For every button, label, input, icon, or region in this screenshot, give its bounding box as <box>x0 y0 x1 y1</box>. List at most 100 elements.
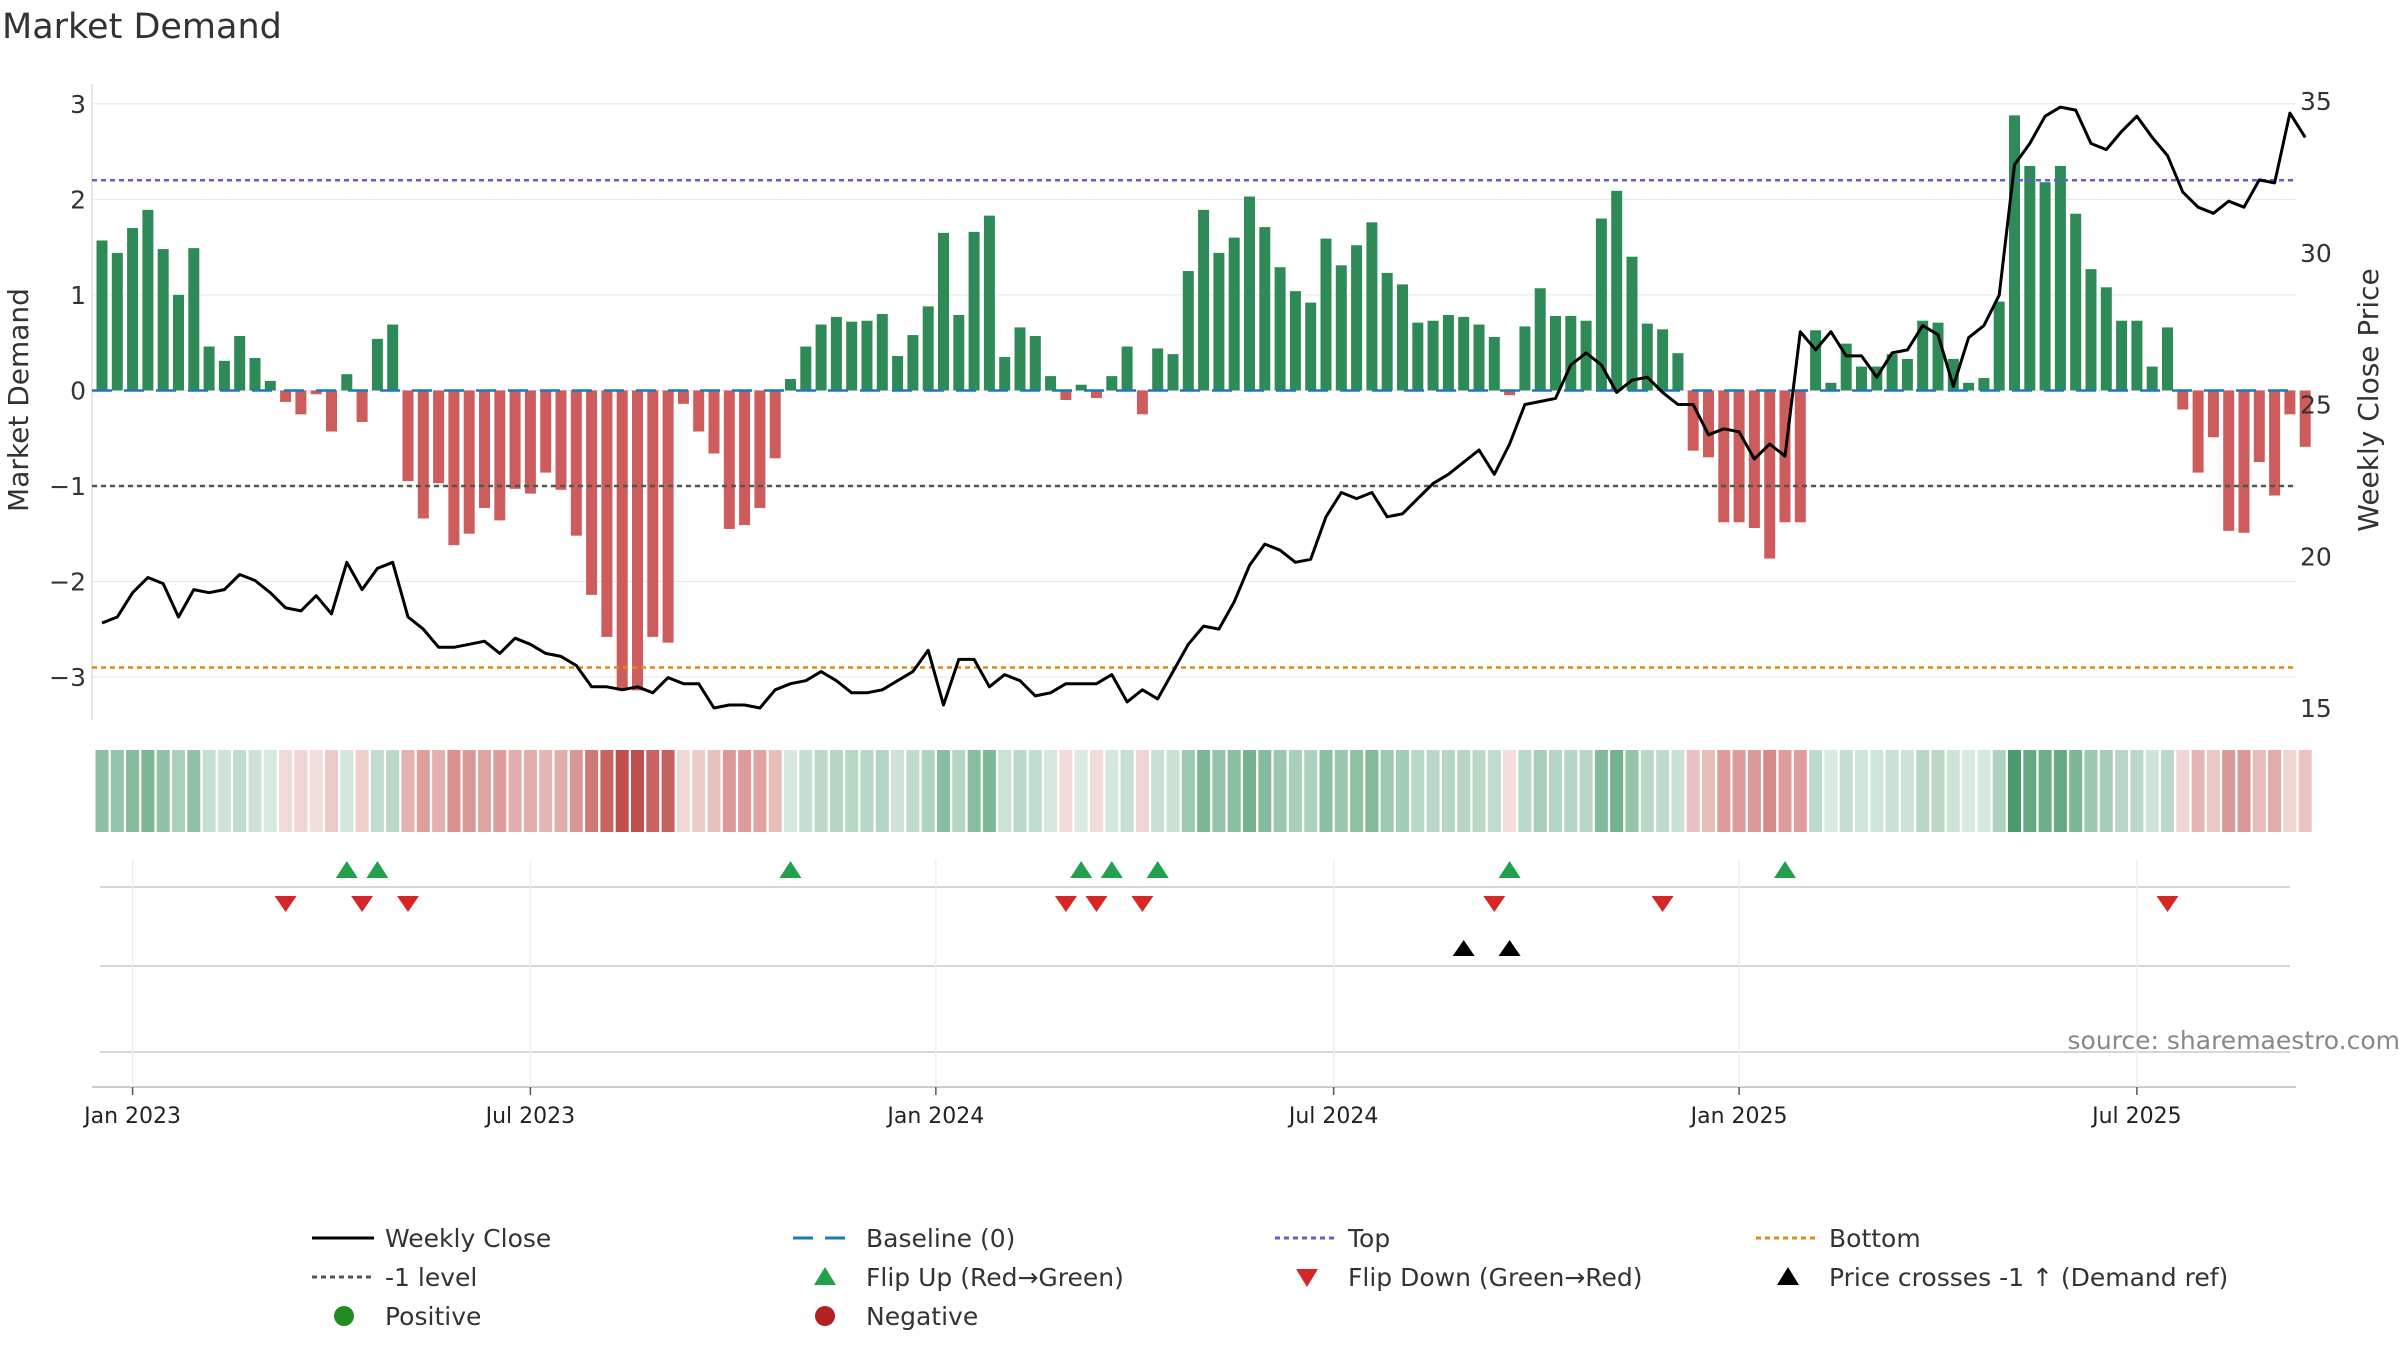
heat-cell <box>325 750 338 832</box>
y2-tick-label: 35 <box>2300 87 2332 116</box>
demand-bar <box>1550 316 1561 391</box>
demand-bar <box>831 317 842 391</box>
demand-bar <box>770 390 781 458</box>
demand-bar <box>1734 390 1745 522</box>
demand-bar <box>173 295 184 391</box>
heat-cell <box>1396 750 1409 832</box>
heat-cell <box>585 750 598 832</box>
heat-cell <box>1518 750 1531 832</box>
heat-cell <box>1702 750 1715 832</box>
heat-cell <box>447 750 460 832</box>
demand-bars <box>97 115 2311 690</box>
heat-cell <box>402 750 415 832</box>
heat-cell <box>1442 750 1455 832</box>
heat-cell <box>1748 750 1761 832</box>
heat-cell <box>493 750 506 832</box>
heat-cell <box>1381 750 1394 832</box>
demand-bar <box>2024 166 2035 390</box>
demand-bar <box>1443 315 1454 390</box>
demand-bar <box>1672 353 1683 390</box>
heat-cell <box>1090 750 1103 832</box>
heat-cell <box>126 750 139 832</box>
heat-cell <box>1121 750 1134 832</box>
demand-bar <box>2101 287 2112 390</box>
heat-cell <box>1840 750 1853 832</box>
heat-cell <box>1962 750 1975 832</box>
heat-cell <box>2115 750 2128 832</box>
flip-up-marker <box>336 861 358 878</box>
demand-bar <box>1535 288 1546 390</box>
heat-cell <box>891 750 904 832</box>
heat-cell <box>1427 750 1440 832</box>
heat-cell <box>723 750 736 832</box>
demand-bar <box>2269 390 2280 495</box>
y2-tick-label: 15 <box>2300 694 2332 723</box>
legend-swatch <box>1777 1267 1799 1285</box>
legend-swatch <box>334 1306 354 1326</box>
heat-cell <box>677 750 690 832</box>
heat-cell <box>2268 750 2281 832</box>
demand-bar <box>1764 390 1775 558</box>
heat-cell <box>753 750 766 832</box>
demand-bar <box>1030 336 1041 390</box>
demand-bar <box>2131 321 2142 391</box>
demand-bar <box>846 322 857 391</box>
heat-cell <box>1977 750 1990 832</box>
heat-cell <box>1473 750 1486 832</box>
demand-bar <box>1519 326 1530 390</box>
demand-bar <box>663 390 674 642</box>
heat-cell <box>845 750 858 832</box>
heat-cell <box>1228 750 1241 832</box>
x-tick-label: Jul 2025 <box>2090 1104 2182 1129</box>
legend-label: Top <box>1347 1224 1390 1253</box>
x-tick-label: Jan 2024 <box>885 1104 984 1129</box>
demand-bar <box>907 335 918 390</box>
demand-bar <box>2162 327 2173 390</box>
heat-cell <box>2100 750 2113 832</box>
demand-bar <box>1305 303 1316 391</box>
heat-cell <box>432 750 445 832</box>
demand-bar <box>2040 182 2051 390</box>
demand-bar <box>357 390 368 422</box>
heat-cell <box>830 750 843 832</box>
heat-cell <box>1595 750 1608 832</box>
heat-cell <box>157 750 170 832</box>
heat-cell <box>2222 750 2235 832</box>
demand-bar <box>816 325 827 391</box>
heat-cell <box>539 750 552 832</box>
heat-cell <box>294 750 307 832</box>
demand-bar <box>1183 271 1194 390</box>
heat-cell <box>2146 750 2159 832</box>
demand-bar <box>2055 166 2066 390</box>
demand-bar <box>693 390 704 431</box>
demand-bar <box>1565 316 1576 391</box>
demand-bar <box>2193 390 2204 472</box>
demand-bar <box>448 390 459 545</box>
heat-cell <box>218 750 231 832</box>
cross-marker <box>1453 940 1475 956</box>
demand-bar <box>1213 253 1224 391</box>
heat-cell <box>1335 750 1348 832</box>
legend-swatch <box>815 1306 835 1326</box>
x-tick-label: Jul 2023 <box>484 1104 576 1129</box>
demand-bar <box>739 390 750 525</box>
legend-label: Weekly Close <box>385 1224 551 1253</box>
heat-cell <box>1886 750 1899 832</box>
demand-bar <box>2239 390 2250 532</box>
heat-cell <box>769 750 782 832</box>
heat-cell <box>1075 750 1088 832</box>
heat-cell <box>1503 750 1516 832</box>
heat-cell <box>1870 750 1883 832</box>
legend-label: Negative <box>866 1302 978 1331</box>
y-tick-label: 2 <box>70 185 86 214</box>
heat-cell <box>1610 750 1623 832</box>
heat-cell <box>1932 750 1945 832</box>
cross-marker <box>1499 940 1521 956</box>
heat-cell <box>1564 750 1577 832</box>
demand-bar <box>127 228 138 390</box>
heat-cell <box>2069 750 2082 832</box>
demand-bar <box>2009 115 2020 390</box>
heat-cell <box>1580 750 1593 832</box>
